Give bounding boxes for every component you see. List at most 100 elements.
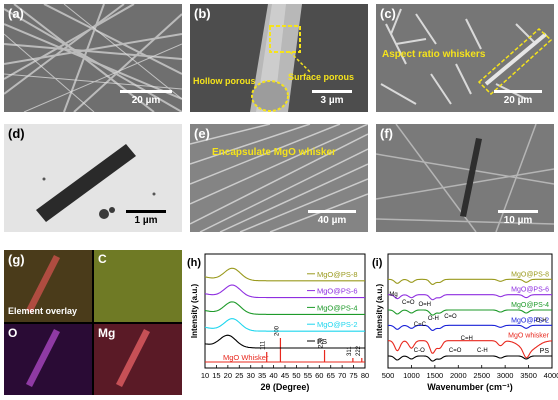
ftir-band-annotation: O-H xyxy=(536,318,547,324)
scale-bar-e: 40 µm xyxy=(301,210,363,226)
xrd-series-label: MgO@PS-6 xyxy=(317,287,358,296)
xrd-hkl-label: 222 xyxy=(356,345,362,356)
scale-text-a: 20 µm xyxy=(131,95,161,106)
ftir-y-axis-label: Intensity (a.u.) xyxy=(375,284,384,339)
ftir-series-line xyxy=(387,278,552,285)
scale-text-e: 40 µm xyxy=(317,215,347,226)
ftir-x-tick-label: 1500 xyxy=(427,371,444,380)
ftir-band-annotation: O-H xyxy=(428,316,439,322)
panel-label-e: (e) xyxy=(194,126,210,141)
eds-label-c: C xyxy=(98,252,107,266)
ftir-series-line xyxy=(387,324,552,331)
sem-panel-e: (e) Encapsulate MgO whisker 40 µm xyxy=(190,124,368,232)
xrd-x-tick-label: 70 xyxy=(338,371,346,380)
ftir-series-line xyxy=(388,309,552,316)
sem-panel-c: (c) Aspect ratio whiskers 20 µm xyxy=(376,4,554,112)
ftir-series-label: MgO@PS-2 xyxy=(511,317,549,324)
ftir-panel-label: (i) xyxy=(372,257,383,269)
xrd-x-axis-label: 2θ (Degree) xyxy=(261,382,310,392)
sem-image-c xyxy=(376,4,554,112)
scale-text-c: 20 µm xyxy=(503,95,533,106)
xrd-x-tick-label: 50 xyxy=(292,371,300,380)
xrd-x-tick-label: 25 xyxy=(235,371,243,380)
ftir-x-tick-label: 2000 xyxy=(450,371,467,380)
ftir-band-annotation: C=O xyxy=(444,314,457,320)
sem-image-e xyxy=(190,124,368,232)
xrd-series-line xyxy=(204,318,365,332)
ftir-series-label: MgO@PS-6 xyxy=(511,287,549,294)
ftir-series-label: PS xyxy=(540,348,550,355)
xrd-series-label: MgO@PS-2 xyxy=(317,320,358,329)
ftir-band-annotation: C=H xyxy=(461,336,473,342)
ftir-x-tick-label: 3500 xyxy=(520,371,537,380)
xrd-x-tick-label: 45 xyxy=(281,371,289,380)
sem-image-f xyxy=(376,124,554,232)
xrd-x-tick-label: 15 xyxy=(212,371,220,380)
sem-image-a xyxy=(4,4,182,112)
xrd-x-tick-label: 35 xyxy=(258,371,266,380)
panel-label-d: (d) xyxy=(8,126,25,141)
xrd-x-tick-label: 65 xyxy=(327,371,335,380)
xrd-x-tick-label: 40 xyxy=(269,371,277,380)
ftir-band-annotation: C=C xyxy=(414,322,427,328)
eds-label-o: O xyxy=(8,326,18,340)
ftir-band-annotation: C=O xyxy=(449,348,462,354)
annotation-encapsulate: Encapsulate MgO whisker xyxy=(212,147,336,158)
scale-bar-a: 20 µm xyxy=(115,90,177,106)
ftir-x-tick-label: 4000 xyxy=(544,371,558,380)
annotation-hollow-porous: Hollow porous xyxy=(193,76,256,86)
xrd-series-label: MgO@PS-4 xyxy=(317,303,358,312)
xrd-x-tick-label: 60 xyxy=(315,371,323,380)
ftir-series-line xyxy=(388,294,552,301)
xrd-series-line xyxy=(204,334,365,349)
ftir-x-tick-label: 2500 xyxy=(473,371,490,380)
xrd-x-tick-label: 30 xyxy=(247,371,255,380)
tem-image-d xyxy=(4,124,182,232)
panel-label-g: (g) xyxy=(8,252,25,267)
ftir-series-label: MgO whisker xyxy=(508,333,550,340)
xrd-series-line xyxy=(204,267,365,282)
xrd-panel-label: (h) xyxy=(187,257,201,269)
panel-label-f: (f) xyxy=(380,126,393,141)
ftir-band-annotation: C-H xyxy=(477,348,488,354)
xrd-x-tick-label: 20 xyxy=(224,371,232,380)
xrd-series-line xyxy=(204,301,365,315)
sem-panel-f: (f) 10 µm xyxy=(376,124,554,232)
annotation-surface-porous: Surface porous xyxy=(288,72,355,82)
scale-bar-c: 20 µm xyxy=(487,90,549,106)
ftir-plot-frame xyxy=(387,253,553,369)
ftir-series-line xyxy=(388,355,552,362)
xrd-reference-label: MgO Whisker xyxy=(223,353,269,362)
scale-text-d: 1 µm xyxy=(134,215,158,226)
scale-bar-d: 1 µm xyxy=(115,210,177,226)
xrd-hkl-label: 311 xyxy=(347,346,353,356)
ftir-x-axis-label: Wavenumber (cm⁻¹) xyxy=(427,382,512,392)
xrd-x-tick-label: 80 xyxy=(361,371,369,380)
ftir-x-tick-label: 500 xyxy=(382,371,395,380)
tem-panel-d: (d) 1 µm xyxy=(4,124,182,232)
scale-bar-f: 10 µm xyxy=(487,210,549,226)
xrd-x-tick-label: 55 xyxy=(304,371,312,380)
xrd-series-line xyxy=(204,284,365,299)
panel-label-b: (b) xyxy=(194,6,211,21)
eds-carbon-map xyxy=(94,250,182,322)
eds-label-mg: Mg xyxy=(98,326,116,340)
eds-oxygen-map xyxy=(4,324,92,395)
eds-rod-shapes xyxy=(26,255,150,387)
ftir-band-annotation: C-O xyxy=(414,348,425,354)
ftir-series-line xyxy=(388,340,553,359)
panel-label-a: (a) xyxy=(8,6,24,21)
sem-panel-b: (b) Hollow porous Surface porous 3 µm xyxy=(190,4,368,112)
xrd-series-label: MgO@PS-8 xyxy=(317,270,358,279)
panel-label-c: (c) xyxy=(380,6,396,21)
sem-image-b xyxy=(190,4,368,112)
ftir-band-annotation: O=H xyxy=(418,302,431,308)
xrd-series-label: PS xyxy=(317,337,327,346)
xrd-y-axis-label: Intensity (a.u.) xyxy=(190,284,199,339)
ftir-x-tick-label: 3000 xyxy=(497,371,514,380)
eds-label-overlay: Element overlay xyxy=(8,306,78,316)
eds-overlay-map xyxy=(4,250,92,322)
scale-bar-b: 3 µm xyxy=(301,90,363,106)
xrd-hkl-label: 111 xyxy=(261,340,267,350)
sem-panel-a: (a) 20 µm xyxy=(4,4,182,112)
